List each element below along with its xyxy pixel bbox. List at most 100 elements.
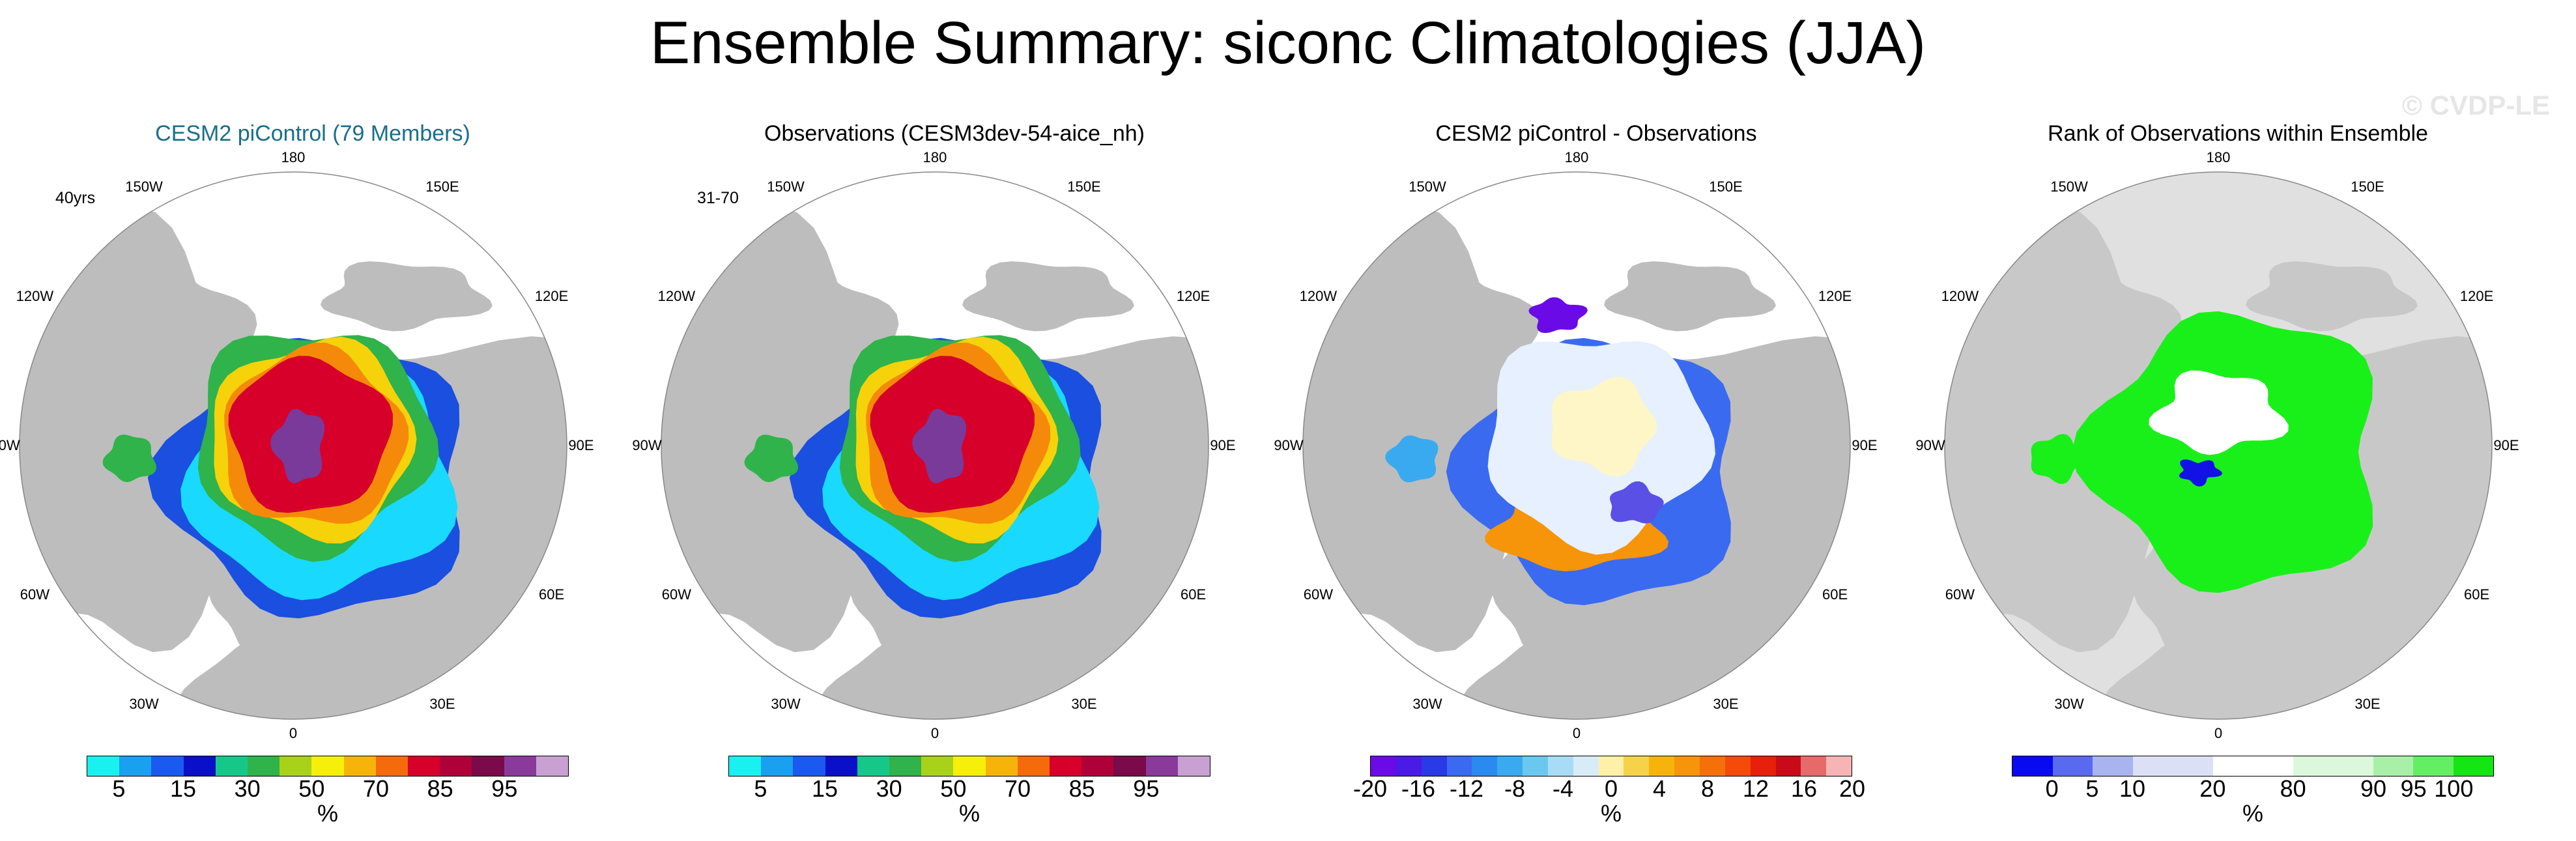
colorbar-swatch-18 <box>1826 756 1852 776</box>
panel-title-rank: Rank of Observations within Ensemble <box>2048 121 2428 146</box>
lon-label-rank-11: 150W <box>2050 178 2088 195</box>
colorbar-swatch-4 <box>2173 756 2213 776</box>
lon-label-cesm-4: 60E <box>539 586 565 603</box>
colorbar-swatch-3 <box>2132 756 2173 776</box>
lon-label-rank-8: 60W <box>1945 586 1975 603</box>
colorbar-swatch-6 <box>279 756 312 776</box>
colorbar-swatch-1 <box>119 756 152 776</box>
colorbar-tick-rank-5: 90 <box>2360 775 2387 802</box>
colorbar-swatch-12 <box>1674 756 1700 776</box>
colorbar-tick-rank-2: 10 <box>2119 775 2146 802</box>
colorbar-tick-diff-3: -8 <box>1504 775 1526 802</box>
lon-label-obs-3: 90E <box>1210 437 1236 453</box>
colorbar-swatch-5 <box>889 756 922 776</box>
lon-label-diff-0: 180 <box>1564 149 1589 165</box>
lon-label-diff-4: 60E <box>1822 586 1848 603</box>
panel-title-cesm: CESM2 piControl (79 Members) <box>155 121 470 146</box>
colorbar-swatch-3 <box>825 756 857 776</box>
colorbar-swatch-15 <box>1750 756 1776 776</box>
colorbar-swatch-4 <box>1472 756 1498 776</box>
colorbar-unit-cesm: % <box>317 800 339 827</box>
colorbar-tick-obs-3: 50 <box>940 775 967 802</box>
colorbar-swatch-6 <box>921 756 954 776</box>
colorbar-tick-cesm-2: 30 <box>234 775 261 802</box>
watermark: © CVDP-LE <box>2402 90 2550 121</box>
colorbar-cesm <box>87 756 569 777</box>
lon-label-obs-2: 120E <box>1176 288 1210 304</box>
colorbar-diff <box>1370 756 1852 777</box>
colorbar-tick-rank-1: 5 <box>2085 775 2099 802</box>
colorbar-swatch-14 <box>1724 756 1751 776</box>
land-mass-5 <box>1604 261 1776 332</box>
colorbar-swatch-5 <box>2212 756 2253 776</box>
colorbar-tick-diff-7: 8 <box>1700 775 1715 802</box>
lon-label-cesm-9: 90W <box>0 437 20 453</box>
lon-label-rank-9: 90W <box>1915 437 1945 453</box>
land-mass-5 <box>962 261 1134 332</box>
lon-label-obs-6: 0 <box>930 725 939 741</box>
lon-label-diff-7: 30W <box>1412 695 1442 712</box>
ice-field-7 <box>744 435 799 483</box>
globe-outline <box>1944 171 2493 720</box>
colorbar-tick-obs-0: 5 <box>754 775 767 802</box>
colorbar-swatch-2 <box>2093 756 2133 776</box>
colorbar-rank <box>2012 756 2494 777</box>
colorbar-swatch-3 <box>1446 756 1472 776</box>
polar-map-obs <box>661 171 1209 720</box>
colorbar-swatch-0 <box>87 756 120 776</box>
lon-label-diff-5: 30E <box>1713 695 1739 712</box>
lon-label-cesm-5: 30E <box>429 695 455 712</box>
colorbar-swatch-7 <box>1547 756 1573 776</box>
period-label-cesm: 40yrs <box>55 189 96 207</box>
colorbar-swatch-7 <box>311 756 344 776</box>
main-title: Ensemble Summary: siconc Climatologies (… <box>650 10 1926 76</box>
ice-field-0 <box>2071 311 2373 593</box>
lon-label-obs-8: 60W <box>661 586 691 603</box>
colorbar-swatch-9 <box>1598 756 1624 776</box>
colorbar-swatch-0 <box>2012 756 2053 776</box>
lon-label-obs-11: 150W <box>767 178 805 195</box>
lon-label-obs-4: 60E <box>1181 586 1207 603</box>
colorbar-unit-rank: % <box>2242 800 2264 827</box>
colorbar-tick-diff-10: 20 <box>1839 775 1866 802</box>
colorbar-swatch-14 <box>536 756 569 776</box>
land-mass-5 <box>321 261 493 332</box>
colorbar-tick-diff-1: -16 <box>1401 775 1436 802</box>
globe-outline <box>19 171 567 720</box>
lon-label-rank-0: 180 <box>2206 149 2231 165</box>
colorbar-swatch-10 <box>408 756 440 776</box>
land-mass-5 <box>2246 261 2418 332</box>
polar-map-rank <box>1944 171 2493 720</box>
colorbar-tick-cesm-4: 70 <box>362 775 390 802</box>
colorbar-swatch-16 <box>1775 756 1801 776</box>
colorbar-tick-obs-5: 85 <box>1068 775 1095 802</box>
land-mass-2 <box>1336 255 1541 406</box>
lon-label-diff-6: 0 <box>1572 725 1581 741</box>
lon-label-obs-9: 90W <box>632 437 662 453</box>
lon-label-cesm-10: 120W <box>16 288 54 304</box>
colorbar-swatch-6 <box>1523 756 1548 776</box>
colorbar-tick-diff-2: -12 <box>1449 775 1484 802</box>
colorbar-swatch-4 <box>215 756 248 776</box>
colorbar-swatch-3 <box>183 756 216 776</box>
colorbar-swatch-2 <box>1421 756 1447 776</box>
colorbar-swatch-2 <box>793 756 825 776</box>
colorbar-swatch-0 <box>729 756 762 776</box>
colorbar-tick-diff-0: -20 <box>1352 775 1388 802</box>
colorbar-swatch-10 <box>2413 756 2454 776</box>
colorbar-swatch-5 <box>1497 756 1523 776</box>
lon-label-rank-4: 60E <box>2464 586 2490 603</box>
colorbar-swatch-6 <box>2253 756 2293 776</box>
colorbar-swatch-13 <box>1145 756 1178 776</box>
lon-label-obs-0: 180 <box>923 149 947 165</box>
land-mass-3 <box>2098 633 2319 719</box>
lon-label-cesm-11: 150W <box>125 178 163 195</box>
lon-label-diff-8: 60W <box>1303 586 1333 603</box>
lon-label-cesm-6: 0 <box>289 725 298 741</box>
colorbar-swatch-7 <box>953 756 986 776</box>
lon-label-obs-10: 120W <box>657 288 696 304</box>
colorbar-unit-obs: % <box>958 800 980 827</box>
colorbar-tick-rank-4: 80 <box>2280 775 2306 802</box>
colorbar-swatch-8 <box>2333 756 2373 776</box>
lon-label-obs-5: 30E <box>1071 695 1097 712</box>
